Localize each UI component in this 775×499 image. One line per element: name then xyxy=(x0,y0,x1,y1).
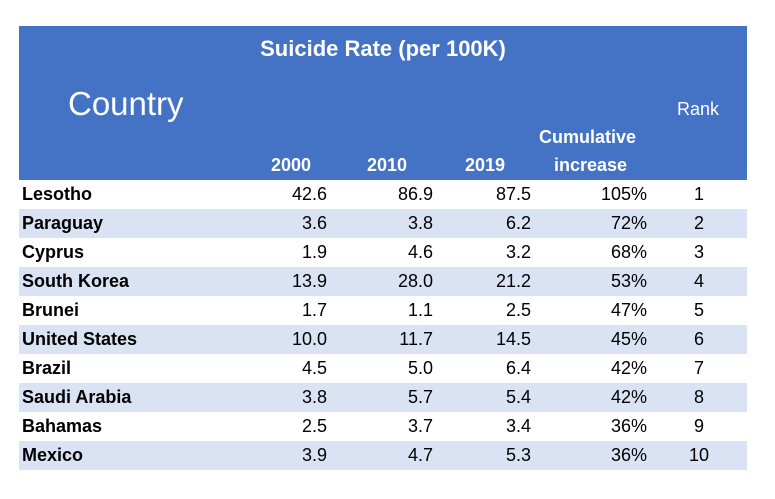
country-cell: Saudi Arabia xyxy=(22,387,132,407)
table-title: Suicide Rate (per 100K) xyxy=(260,36,506,61)
table-row: South Korea 13.9 28.0 21.2 53% 4 xyxy=(19,267,747,296)
value-2010-cell: 86.9 xyxy=(397,184,433,204)
value-2010-cell: 4.6 xyxy=(407,242,433,262)
table-row: Bahamas 2.5 3.7 3.4 36% 9 xyxy=(19,412,747,441)
table-body: Lesotho 42.6 86.9 87.5 105% 1 Paraguay 3.6 3.8 6.… xyxy=(19,180,747,470)
table-row: Mexico 3.9 4.7 5.3 36% 10 xyxy=(19,441,747,470)
value-2000-cell: 1.7 xyxy=(301,300,327,320)
country-cell: Mexico xyxy=(22,445,84,465)
value-2010-cell: 5.7 xyxy=(407,387,433,407)
cumulative-increase-cell: 53% xyxy=(610,271,647,291)
value-2019-cell: 3.2 xyxy=(505,242,531,262)
table-row: Cyprus 1.9 4.6 3.2 68% 3 xyxy=(19,238,747,267)
year-2000-column-header: 2000 xyxy=(271,155,312,175)
value-2000-cell: 3.8 xyxy=(301,387,327,407)
value-2000-cell: 4.5 xyxy=(301,358,327,378)
table-header: Suicide Rate (per 100K) Country Rank Cum… xyxy=(19,26,747,180)
value-2019-cell: 5.4 xyxy=(505,387,531,407)
cumulative-increase-cell: 105% xyxy=(600,184,647,204)
cumulative-increase-cell: 42% xyxy=(610,387,647,407)
table-row: Paraguay 3.6 3.8 6.2 72% 2 xyxy=(19,209,747,238)
country-cell: Bahamas xyxy=(22,416,103,436)
value-2019-cell: 2.5 xyxy=(505,300,531,320)
table-row: Saudi Arabia 3.8 5.7 5.4 42% 8 xyxy=(19,383,747,412)
country-cell: South Korea xyxy=(22,271,130,291)
cumulative-increase-cell: 68% xyxy=(610,242,647,262)
cumulative-increase-cell: 72% xyxy=(610,213,647,233)
cumulative-column-header-line1: Cumulative xyxy=(539,127,637,147)
value-2019-cell: 14.5 xyxy=(495,329,531,349)
value-2000-cell: 2.5 xyxy=(301,416,327,436)
cumulative-column-header-line2: increase xyxy=(554,155,628,175)
value-2019-cell: 6.4 xyxy=(505,358,531,378)
value-2010-cell: 11.7 xyxy=(399,329,433,349)
value-2010-cell: 3.7 xyxy=(407,416,433,436)
country-cell: Brunei xyxy=(22,300,80,320)
country-cell: Paraguay xyxy=(22,213,104,233)
value-2000-cell: 10.0 xyxy=(291,329,327,349)
value-2019-cell: 3.4 xyxy=(505,416,531,436)
table-row: Lesotho 42.6 86.9 87.5 105% 1 xyxy=(19,180,747,209)
value-2010-cell: 5.0 xyxy=(407,358,433,378)
value-2019-cell: 87.5 xyxy=(495,184,531,204)
country-cell: Cyprus xyxy=(22,242,85,262)
value-2019-cell: 21.2 xyxy=(495,271,531,291)
rank-cell: 3 xyxy=(693,242,704,262)
country-cell: United States xyxy=(22,329,138,349)
country-cell: Lesotho xyxy=(22,184,92,204)
value-2000-cell: 3.6 xyxy=(301,213,327,233)
rank-cell: 6 xyxy=(693,329,704,349)
country-column-header: Country xyxy=(68,85,184,122)
cumulative-increase-cell: 42% xyxy=(610,358,647,378)
year-2019-column-header: 2019 xyxy=(465,155,506,175)
cumulative-increase-cell: 47% xyxy=(610,300,647,320)
year-2010-column-header: 2010 xyxy=(367,155,408,175)
country-cell: Brazil xyxy=(22,358,72,378)
rank-cell: 10 xyxy=(688,445,710,465)
value-2000-cell: 3.9 xyxy=(301,445,327,465)
table-row: Brunei 1.7 1.1 2.5 47% 5 xyxy=(19,296,747,325)
value-2000-cell: 42.6 xyxy=(291,184,327,204)
rank-cell: 7 xyxy=(693,358,704,378)
rank-cell: 8 xyxy=(693,387,704,407)
value-2010-cell: 3.8 xyxy=(407,213,433,233)
cumulative-increase-cell: 36% xyxy=(610,445,647,465)
table-row: United States 10.0 11.7 14.5 45% 6 xyxy=(19,325,747,354)
value-2019-cell: 6.2 xyxy=(505,213,531,233)
cumulative-increase-cell: 45% xyxy=(610,329,647,349)
value-2010-cell: 28.0 xyxy=(397,271,433,291)
value-2000-cell: 13.9 xyxy=(291,271,327,291)
cumulative-increase-cell: 36% xyxy=(610,416,647,436)
rank-cell: 1 xyxy=(693,184,704,204)
value-2000-cell: 1.9 xyxy=(301,242,327,262)
rank-cell: 9 xyxy=(693,416,704,436)
rank-cell: 2 xyxy=(693,213,704,233)
value-2010-cell: 4.7 xyxy=(407,445,433,465)
value-2010-cell: 1.1 xyxy=(407,300,433,320)
rank-cell: 5 xyxy=(693,300,704,320)
rank-column-header: Rank xyxy=(677,99,720,119)
rank-cell: 4 xyxy=(693,271,704,291)
suicide-rate-table: Suicide Rate (per 100K) Country Rank Cum… xyxy=(19,26,747,470)
table-row: Brazil 4.5 5.0 6.4 42% 7 xyxy=(19,354,747,383)
value-2019-cell: 5.3 xyxy=(505,445,531,465)
